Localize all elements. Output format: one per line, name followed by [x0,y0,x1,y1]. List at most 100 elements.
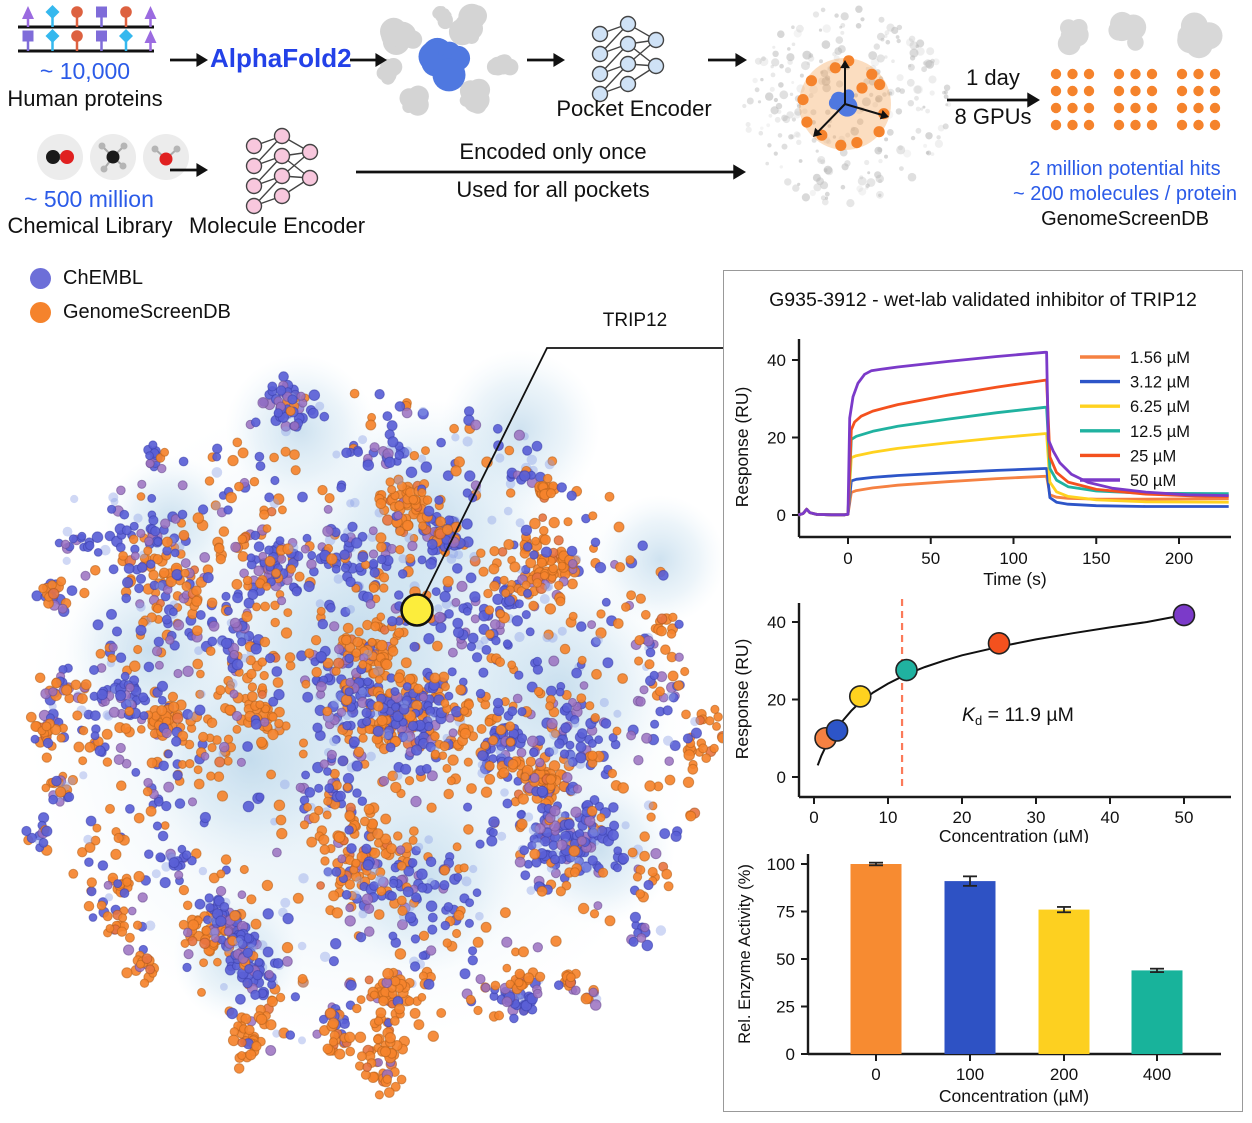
axis-left-arrow-icon [813,103,846,137]
activity-bar-100 [944,881,996,1054]
hit-molecules-grid-icon [1050,68,1221,131]
trip12-callout-label: TRIP12 [602,310,668,331]
svg-text:Concentration (µM): Concentration (µM) [939,1086,1089,1106]
svg-text:Time (s): Time (s) [983,569,1047,589]
binding-point [848,685,872,708]
binding-axes [792,603,1231,804]
pocket-encoder-label: Pocket Encoder [556,96,712,121]
axis-right-arrow-icon [844,103,889,120]
enzyme-activity-chart: 0 25 50 75 100 0 100 200 400 Concentration (µM) Re… [736,854,1221,1106]
error-bar [869,861,883,867]
binding-curve-chart: 0 20 40 0 10 20 30 40 50 Concentration (µM) Respon… [732,599,1231,843]
svg-text:30: 30 [1027,808,1046,827]
results-db-name: GenomeScreenDB [1041,208,1209,230]
chemical-library-icon [37,134,189,180]
svg-text:200: 200 [1165,549,1193,568]
chemical-space-map [21,347,737,1100]
svg-text:20: 20 [953,808,972,827]
svg-text:25: 25 [776,998,795,1017]
protein-blob-icon [486,54,519,76]
svg-text:0: 0 [871,1065,880,1084]
legend-item-genomescreendb: GenomeScreenDB [30,301,231,324]
svg-text:50: 50 [921,549,940,568]
structures-to-encoder-arrow-icon [527,53,565,67]
legend-item-chembl: ChEMBL [30,267,143,290]
protein-blob-icon [1057,19,1089,56]
axis-up-arrow-icon [840,60,850,104]
svg-text:200: 200 [1050,1065,1078,1084]
binding-point [895,658,918,682]
activity-bar-200 [1038,909,1090,1054]
binding-point [825,719,849,742]
hit-proteins-icon [1057,11,1223,59]
svg-text:75: 75 [776,903,795,922]
svg-text:100: 100 [999,549,1027,568]
svg-text:40: 40 [767,613,786,632]
results-molecules-line: ~ 200 molecules / protein [1012,183,1238,205]
svg-text:Concentration (µM): Concentration (µM) [939,826,1089,843]
svg-text:3.12 µM: 3.12 µM [1130,374,1190,392]
alphafold2-label: AlphaFold2 [210,43,352,73]
encoder-to-embedding-arrow-icon [708,53,747,67]
human-proteins-count: ~ 10,000 [39,58,131,84]
protein-blob-icon [1108,11,1147,51]
library-to-encoder-arrow-icon [170,163,208,177]
spr-legend: 1.56 µM 3.12 µM 6.25 µM 12.5 µM 25 µM 50 µM [1080,349,1190,490]
chembl-dot-icon [30,268,51,289]
error-bar [1057,906,1071,914]
svg-text:50 µM: 50 µM [1130,472,1176,490]
svg-text:20: 20 [767,691,786,710]
svg-text:1.56 µM: 1.56 µM [1130,349,1190,367]
protein-blob-icon [448,3,487,46]
kd-annotation: Kd = 11.9 µM [962,704,1074,728]
results-hits-line: 2 million potential hits [1029,158,1221,180]
molecule-encoder-label: Molecule Encoder [188,213,366,238]
protein-blob-icon [376,58,403,85]
error-bar [963,875,977,887]
predicted-structures-icon [376,3,519,116]
validation-panel: G935-3912 - wet-lab validated inhibitor … [723,270,1243,1112]
protein-blob-icon [399,85,429,116]
embedding-space-icon [742,5,952,208]
target-protein-blob-icon [418,37,471,92]
svg-text:20: 20 [767,429,786,448]
trip12-leader-line [416,347,723,611]
protein-blob-icon [1177,12,1223,59]
molecule-encoder-icon [245,127,319,215]
svg-text:Response (RU): Response (RU) [732,387,752,508]
svg-text:100: 100 [767,855,795,874]
svg-text:25 µM: 25 µM [1130,447,1176,465]
membrane-glycans-icon [18,5,157,53]
svg-text:6.25 µM: 6.25 µM [1130,398,1190,416]
binding-point [987,632,1011,655]
spr-axes [792,339,1231,544]
svg-text:0: 0 [809,808,818,827]
chemical-library-label: Chemical Library [7,213,173,238]
svg-text:10: 10 [879,808,898,827]
used-all-pockets-note: Used for all pockets [456,177,650,202]
svg-text:50: 50 [776,950,795,969]
proteins-to-alphafold-arrow-icon [170,53,208,67]
spr-sensorgram-chart: 0 20 40 0 50 100 150 200 Time (s) Response (RU) 1.… [732,339,1231,589]
svg-text:0: 0 [843,549,852,568]
svg-text:Response (RU): Response (RU) [732,639,752,760]
binding-point [1172,603,1196,627]
pocket-encoder-icon [591,15,665,103]
alphafold-to-structures-arrow-icon [350,53,387,67]
svg-text:0: 0 [777,506,786,525]
genomescreendb-dot-icon [30,302,51,323]
svg-text:40: 40 [1101,808,1120,827]
chembl-label: ChEMBL [63,267,144,289]
protein-blob-icon [459,78,491,114]
activity-bar-0 [850,864,902,1054]
activity-bar-400 [1131,970,1183,1054]
encoded-once-note: Encoded only once [459,139,647,164]
protein-blob-icon [432,6,453,30]
svg-text:150: 150 [1082,549,1110,568]
svg-text:100: 100 [956,1065,984,1084]
trip12-highlight-point [400,593,434,627]
svg-text:40: 40 [767,351,786,370]
svg-text:12.5 µM: 12.5 µM [1130,423,1190,441]
svg-text:50: 50 [1175,808,1194,827]
panel-title: G935-3912 - wet-lab validated inhibitor … [769,289,1197,311]
